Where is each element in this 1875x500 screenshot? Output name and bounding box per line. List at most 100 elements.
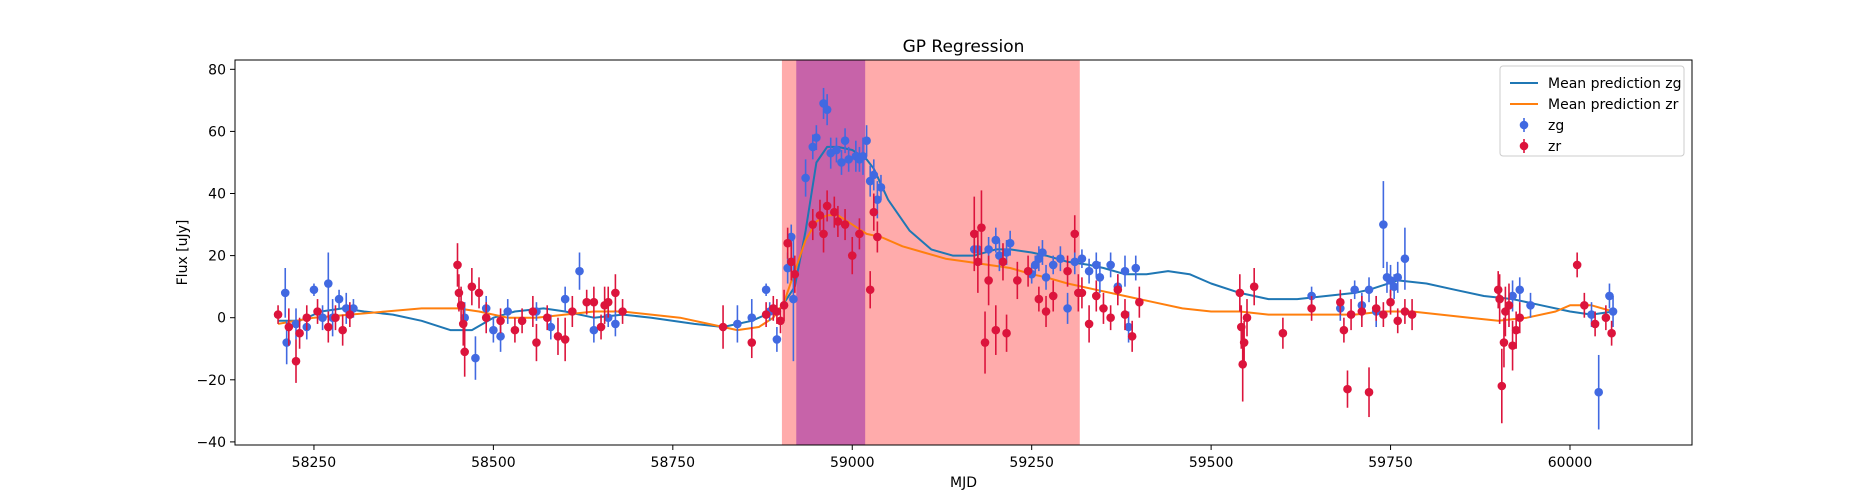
data-point [611,288,620,298]
legend-label: zg [1548,118,1564,134]
x-axis-label: MJD [950,475,977,491]
data-point [1590,319,1600,329]
data-point [560,335,570,344]
data-point [302,313,312,323]
data-point [1499,338,1509,347]
x-tick-label: 59250 [1009,455,1054,471]
data-point [295,328,304,338]
data-point [341,304,351,313]
data-point [611,319,620,329]
data-point [481,313,491,323]
data-point [747,313,757,323]
data-point [855,229,864,239]
data-point [837,158,846,167]
data-point [1393,273,1403,282]
data-point [349,304,358,313]
data-point [873,195,882,205]
data-point [1607,328,1616,338]
data-point [819,99,828,108]
data-point [603,297,613,307]
data-point [458,319,468,329]
data-point [1120,266,1130,276]
data-point [1346,310,1356,319]
data-point [1601,313,1611,323]
data-point [291,319,301,329]
data-point [1379,310,1388,319]
data-point [496,316,505,326]
data-point [980,338,990,347]
data-point [873,232,882,242]
data-point [1113,285,1123,295]
y-tick-label: 60 [208,124,226,140]
data-point [865,285,875,295]
data-point [772,307,782,316]
y-tick-label: −20 [196,373,226,389]
data-point [1508,291,1517,301]
data-point [790,269,800,279]
data-point [282,338,291,347]
legend-label: Mean prediction zr [1548,97,1679,113]
data-point [474,288,484,298]
data-point [1249,282,1259,291]
data-point [503,307,513,316]
data-point [1084,319,1094,329]
y-tick-label: 80 [208,62,226,78]
data-point [995,251,1004,260]
data-point [324,322,333,332]
data-point [786,257,796,267]
data-point [1515,313,1525,323]
data-point [984,276,993,285]
data-point [1005,238,1015,248]
data-point [779,300,789,310]
data-point [453,260,462,270]
data-point [1135,297,1144,307]
data-point [1350,285,1359,295]
data-point [1124,322,1133,332]
data-point [456,300,466,310]
data-point [1389,282,1399,291]
data-point [1106,313,1115,323]
data-point [1238,359,1247,369]
data-point [783,238,792,248]
data-point [1357,307,1367,316]
data-point [840,220,850,229]
data-point [1495,294,1504,304]
data-point [1077,288,1087,298]
y-tick-label: 0 [217,311,226,327]
x-tick-label: 58750 [651,455,696,471]
data-point [1594,387,1603,397]
legend-label: zr [1548,139,1561,155]
data-point [815,210,825,220]
data-point [1497,381,1507,391]
data-point [546,322,556,332]
data-point [973,257,983,267]
data-point [801,173,810,183]
data-point [618,307,627,316]
data-point [510,325,520,335]
data-point [517,316,527,326]
data-point [822,105,832,114]
data-point [273,310,283,319]
data-point [1095,273,1105,282]
data-point [1371,304,1381,313]
data-point [869,207,879,217]
data-point [568,307,577,316]
data-point [1063,266,1072,276]
data-point [1515,285,1525,295]
data-point [1307,304,1316,313]
data-point [1526,300,1535,310]
series-zr [273,190,1616,424]
data-point [1393,316,1403,326]
data-point [318,313,327,323]
data-point [783,263,792,273]
data-point [984,245,993,254]
data-point [832,145,841,155]
data-point [1587,310,1596,319]
data-point [772,335,782,344]
y-axis-ticks: −40 −20 0 20 40 60 80 [196,62,235,451]
data-point [1580,300,1589,310]
data-point [1034,294,1044,304]
data-point [1407,310,1417,319]
data-point [1364,387,1374,397]
